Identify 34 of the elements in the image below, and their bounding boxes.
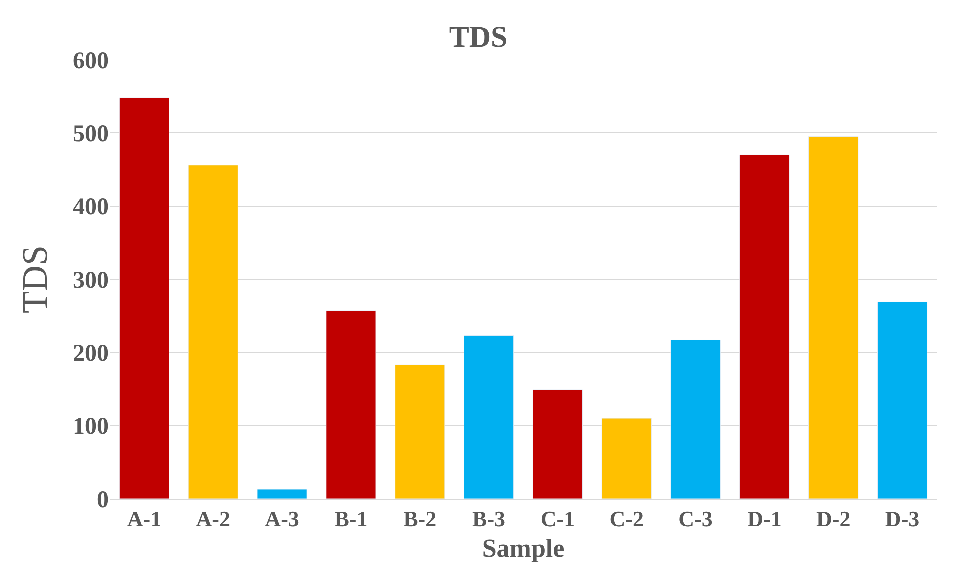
chart-title: TDS <box>449 21 508 54</box>
x-tick-label: D-2 <box>816 506 851 532</box>
x-tick-label: C-3 <box>678 506 713 532</box>
x-tick-label: B-2 <box>404 506 437 532</box>
y-tick-label: 600 <box>73 48 109 74</box>
x-tick-label: B-3 <box>472 506 506 532</box>
x-tick-label: C-2 <box>610 506 644 532</box>
x-axis-title: Sample <box>482 534 565 564</box>
bar <box>532 390 584 499</box>
y-tick-label: 300 <box>73 268 109 294</box>
y-axis-title: TDS <box>14 245 55 314</box>
bar <box>188 165 238 499</box>
bar <box>602 418 652 499</box>
y-tick-label: 400 <box>73 194 109 221</box>
x-tick-label: B-1 <box>334 506 368 532</box>
x-tick-label: C-1 <box>540 506 576 532</box>
bar <box>395 364 446 499</box>
bar <box>877 302 928 499</box>
bar <box>326 310 376 499</box>
y-tick-label: 0 <box>97 487 109 514</box>
y-tick-label: 100 <box>73 414 109 440</box>
bar <box>740 154 790 499</box>
x-tick-label: D-3 <box>885 506 920 532</box>
bar <box>119 98 170 499</box>
bar <box>464 336 514 499</box>
y-tick-label: 200 <box>73 341 109 368</box>
x-tick-label: A-2 <box>196 506 230 532</box>
bar <box>670 340 721 499</box>
x-tick-label: A-1 <box>127 506 162 532</box>
bar <box>257 489 308 499</box>
bar <box>808 136 859 499</box>
y-tick-label: 500 <box>73 122 109 148</box>
x-tick-label: D-1 <box>748 506 782 532</box>
x-tick-label: A-3 <box>265 506 300 532</box>
